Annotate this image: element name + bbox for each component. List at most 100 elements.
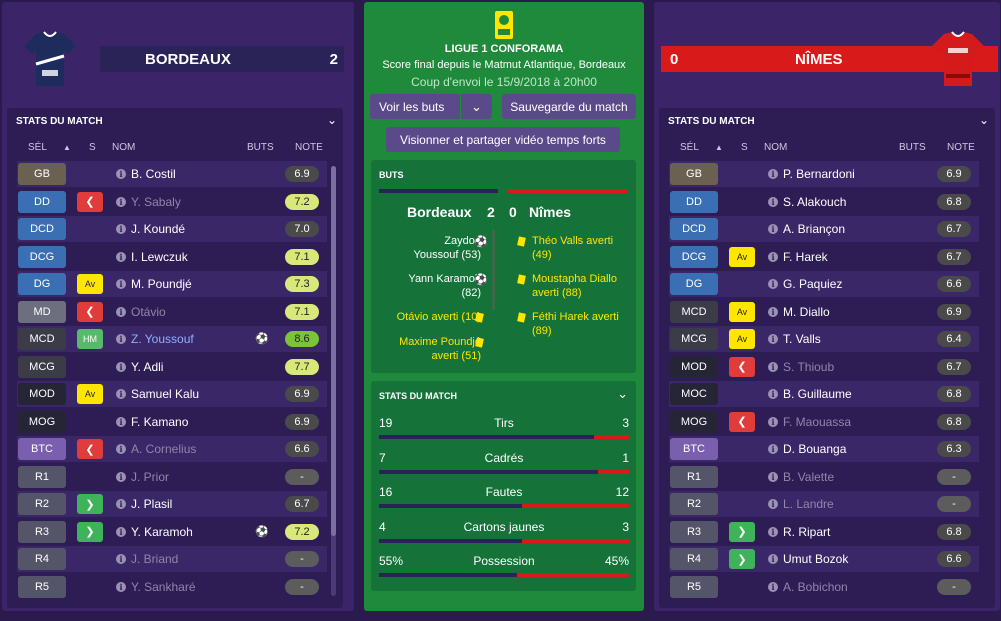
col-s[interactable]: S [741,142,748,153]
player-name[interactable]: J. Koundé [131,222,186,236]
player-row[interactable]: BTC i D. Bouanga 6.3 [669,436,979,462]
info-icon[interactable]: i [768,279,778,289]
player-row[interactable]: GB i B. Costil 6.9 [17,161,327,187]
info-icon[interactable]: i [116,499,126,509]
info-icon[interactable]: i [116,334,126,344]
info-icon[interactable]: i [116,444,126,454]
info-icon[interactable]: i [116,306,126,317]
player-row[interactable]: DCD i J. Koundé 7.0 [17,216,327,242]
info-icon[interactable]: i [116,554,126,564]
player-name[interactable]: F. Harek [783,249,828,264]
info-icon[interactable]: i [116,169,126,179]
player-name[interactable]: S. Thioub [783,359,835,374]
info-icon[interactable]: i [116,251,126,262]
player-name[interactable]: I. Lewczuk [131,249,188,264]
info-icon[interactable]: i [768,306,778,317]
info-icon[interactable]: i [768,554,778,564]
info-icon[interactable]: i [116,361,126,372]
info-icon[interactable]: i [116,526,126,537]
info-icon[interactable]: i [768,416,778,427]
info-icon[interactable]: i [768,196,778,207]
player-row[interactable]: MOD Av i Samuel Kalu 6.9 [17,381,327,407]
player-row[interactable]: MCG Av i T. Valls 6.4 [669,326,979,352]
view-goals-button[interactable]: Voir les buts [370,94,460,119]
info-icon[interactable]: i [116,224,126,234]
player-row[interactable]: GB i P. Bernardoni 6.9 [669,161,979,187]
player-row[interactable]: DCG i I. Lewczuk 7.1 [17,244,327,270]
info-icon[interactable]: i [768,471,778,482]
player-row[interactable]: MOG i F. Kamano 6.9 [17,409,327,435]
player-row[interactable]: R5 i Y. Sankharé - [17,574,327,600]
info-icon[interactable]: i [116,196,126,207]
chevron-down-icon[interactable]: ⌄ [617,386,628,401]
info-icon[interactable]: i [768,526,778,537]
player-name[interactable]: M. Poundjé [131,277,192,291]
sort-up-icon[interactable]: ▲ [63,143,71,152]
player-name[interactable]: Samuel Kalu [131,387,200,401]
chevron-down-icon[interactable]: ⌄ [978,113,989,127]
col-nom[interactable]: NOM [112,142,136,153]
col-note[interactable]: NOTE [947,142,975,153]
info-icon[interactable]: i [116,416,126,427]
info-icon[interactable]: i [768,444,778,454]
player-name[interactable]: J. Plasil [131,497,173,511]
player-name[interactable]: A. Cornelius [131,442,197,456]
player-row[interactable]: R3 ❯ i R. Ripart 6.8 [669,519,979,545]
player-row[interactable]: R4 i J. Briand - [17,546,327,572]
player-row[interactable]: R2 i L. Landre - [669,491,979,517]
player-name[interactable]: Umut Bozok [783,552,849,566]
player-row[interactable]: R3 ❯ i Y. Karamoh ⚽ 7.2 [17,519,327,545]
col-sel[interactable]: SÉL [680,142,699,153]
info-icon[interactable]: i [116,471,126,482]
player-row[interactable]: R2 ❯ i J. Plasil 6.7 [17,491,327,517]
col-nom[interactable]: NOM [764,142,788,153]
player-row[interactable]: DD i S. Alakouch 6.8 [669,189,979,215]
info-icon[interactable]: i [768,169,778,179]
player-name[interactable]: Z. Youssouf [131,332,194,346]
player-name[interactable]: J. Briand [131,552,179,566]
player-row[interactable]: R5 i A. Bobichon - [669,574,979,600]
info-icon[interactable]: i [768,581,778,592]
info-icon[interactable]: i [768,251,778,262]
player-name[interactable]: G. Paquiez [783,277,843,291]
player-name[interactable]: F. Maouassa [783,414,852,429]
player-name[interactable]: Y. Adli [131,359,164,374]
col-buts[interactable]: BUTS [899,142,926,153]
player-row[interactable]: MOC i B. Guillaume 6.8 [669,381,979,407]
player-name[interactable]: Y. Sankharé [131,579,196,594]
info-icon[interactable]: i [116,279,126,289]
col-buts[interactable]: BUTS [247,142,274,153]
col-s[interactable]: S [89,142,96,153]
info-icon[interactable]: i [768,389,778,399]
player-name[interactable]: Otávio [131,304,166,319]
player-row[interactable]: MCG i Y. Adli 7.7 [17,354,327,380]
player-name[interactable]: B. Guillaume [783,387,852,401]
player-row[interactable]: R1 i J. Prior - [17,464,327,490]
player-name[interactable]: T. Valls [783,332,821,346]
player-name[interactable]: M. Diallo [783,304,830,319]
player-name[interactable]: F. Kamano [131,414,189,429]
player-name[interactable]: S. Alakouch [783,194,847,209]
scrollbar[interactable] [331,166,336,596]
player-row[interactable]: DG Av i M. Poundjé 7.3 [17,271,327,297]
info-icon[interactable]: i [116,581,126,592]
player-name[interactable]: A. Briançon [783,222,846,236]
player-name[interactable]: L. Landre [783,497,834,511]
player-name[interactable]: D. Bouanga [783,442,847,456]
player-name[interactable]: B. Valette [783,469,835,484]
info-icon[interactable]: i [768,224,778,234]
view-goals-dropdown[interactable]: ⌄ [461,94,492,119]
col-sel[interactable]: SÉL [28,142,47,153]
player-row[interactable]: BTC ❮ i A. Cornelius 6.6 [17,436,327,462]
player-name[interactable]: P. Bernardoni [783,167,855,181]
player-row[interactable]: DG i G. Paquiez 6.6 [669,271,979,297]
info-icon[interactable]: i [768,361,778,372]
player-row[interactable]: MCD HM i Z. Youssouf ⚽ 8.6 [17,326,327,352]
player-name[interactable]: Y. Karamoh [131,524,193,539]
info-icon[interactable]: i [768,334,778,344]
player-row[interactable]: R4 ❯ i Umut Bozok 6.6 [669,546,979,572]
save-match-button[interactable]: Sauvegarde du match [502,94,636,119]
sort-up-icon[interactable]: ▲ [715,143,723,152]
player-row[interactable]: MOD ❮ i S. Thioub 6.7 [669,354,979,380]
info-icon[interactable]: i [116,389,126,399]
